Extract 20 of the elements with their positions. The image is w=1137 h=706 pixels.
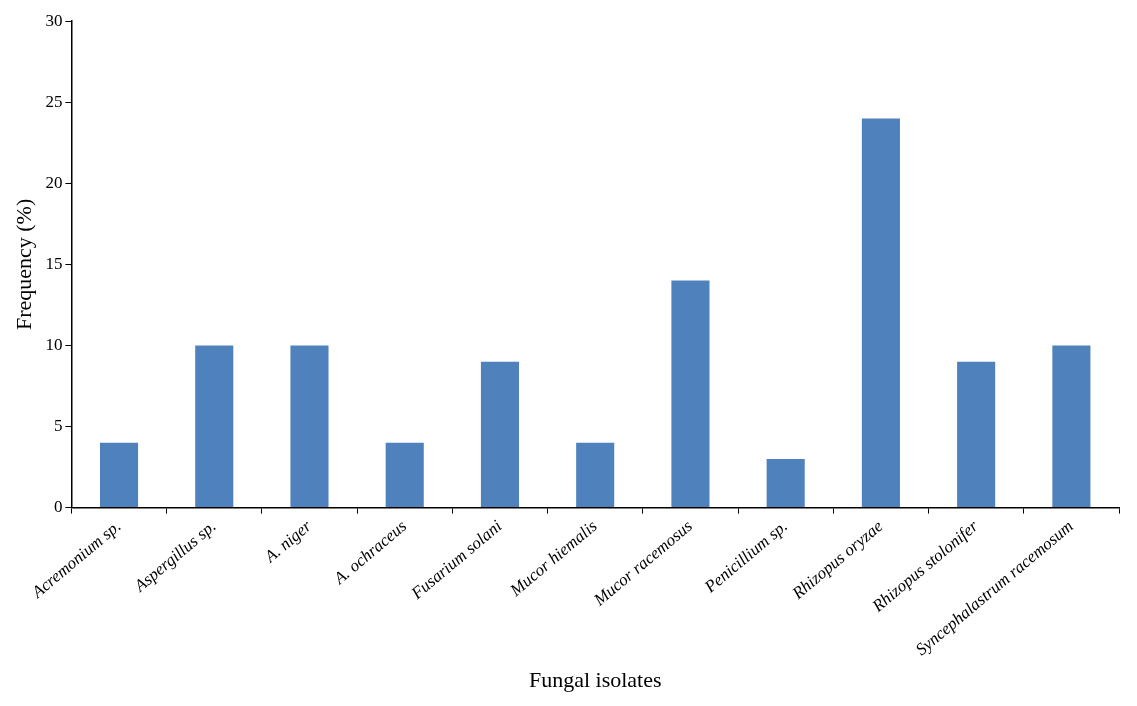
y-tick-label: 0 xyxy=(53,497,63,517)
bar xyxy=(1052,345,1091,508)
bar xyxy=(671,280,710,508)
y-tick-label: 10 xyxy=(45,334,63,354)
bar xyxy=(861,118,900,508)
bar xyxy=(385,442,424,508)
y-tick-label: 5 xyxy=(53,416,63,435)
bar xyxy=(766,458,805,508)
bar xyxy=(195,345,234,508)
bar xyxy=(290,345,329,508)
bar xyxy=(99,442,139,508)
y-tick-label: 15 xyxy=(45,253,63,273)
bar xyxy=(957,361,996,508)
y-axis-title: Frequency (%) xyxy=(10,198,36,331)
x-axis-title: Fungal isolates xyxy=(528,666,662,692)
bar xyxy=(480,361,520,508)
y-tick-label: 30 xyxy=(45,10,63,30)
y-tick-label: 25 xyxy=(45,91,63,111)
y-tick-label: 20 xyxy=(45,172,63,192)
bar xyxy=(576,442,615,508)
